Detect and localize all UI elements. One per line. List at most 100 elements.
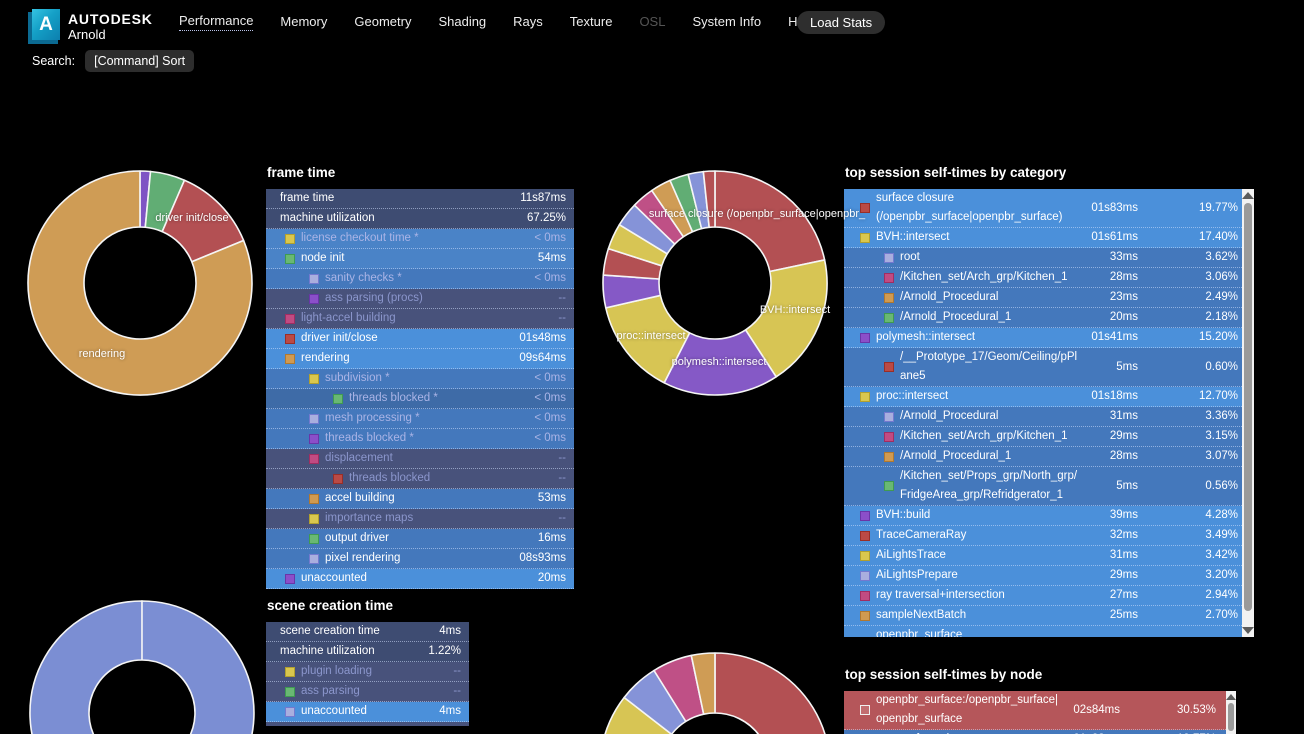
nav-item-rays[interactable]: Rays bbox=[513, 13, 543, 29]
table-row[interactable]: surface closure (/openpbr_surface|openpb… bbox=[844, 189, 1242, 228]
row-name-cell: root bbox=[844, 248, 1078, 267]
color-chip-icon bbox=[884, 411, 894, 422]
table-row[interactable] bbox=[266, 722, 469, 726]
row-label: light-accel building bbox=[301, 312, 396, 324]
category-scrollbar[interactable] bbox=[1242, 189, 1254, 637]
donut-slice[interactable] bbox=[27, 170, 253, 396]
load-stats-button[interactable]: Load Stats bbox=[797, 11, 886, 34]
table-row[interactable]: rendering 09s64ms bbox=[266, 349, 574, 369]
table-row[interactable]: machine utilization 67.25% bbox=[266, 209, 574, 229]
row-value: 53ms bbox=[537, 492, 566, 504]
table-row[interactable]: mesh processing * < 0ms bbox=[266, 409, 574, 429]
table-row[interactable]: threads blocked * < 0ms bbox=[266, 389, 574, 409]
row-time-value: 23ms bbox=[1109, 291, 1138, 303]
row-label: threads blocked bbox=[349, 472, 431, 484]
table-row[interactable]: /Arnold_Procedural_1 20ms 2.18% bbox=[844, 308, 1242, 328]
row-name-cell: mesh processing * bbox=[266, 409, 534, 428]
scrollbar-thumb[interactable] bbox=[1228, 703, 1234, 731]
table-row[interactable]: light-accel building -- bbox=[266, 309, 574, 329]
table-row[interactable]: plugin loading -- bbox=[266, 662, 469, 682]
nav-item-system-info[interactable]: System Info bbox=[692, 13, 762, 29]
table-row[interactable]: importance maps -- bbox=[266, 509, 574, 529]
table-row[interactable]: BVH::build 39ms 4.28% bbox=[844, 506, 1242, 526]
row-value: 1.22% bbox=[428, 645, 461, 657]
table-row[interactable]: /Arnold_Procedural 23ms 2.49% bbox=[844, 288, 1242, 308]
row-time-value: 32ms bbox=[1109, 529, 1138, 541]
row-label: ass parsing (procs) bbox=[325, 292, 423, 304]
table-row[interactable]: ass parsing -- bbox=[266, 682, 469, 702]
color-chip-icon bbox=[309, 293, 319, 304]
table-row[interactable]: /Kitchen_set/Arch_grp/Kitchen_1 28ms 3.06% bbox=[844, 268, 1242, 288]
table-row[interactable]: unaccounted 20ms bbox=[266, 569, 574, 589]
donut-chart-svg bbox=[602, 170, 828, 396]
table-row[interactable]: root 33ms 3.62% bbox=[844, 248, 1242, 268]
row-name-cell: threads blocked * bbox=[266, 429, 534, 448]
table-row[interactable]: ass parsing (procs) -- bbox=[266, 289, 574, 309]
row-label: license checkout time * bbox=[301, 232, 419, 244]
brand-arnold: Arnold bbox=[68, 27, 106, 42]
row-label: importance maps bbox=[325, 512, 414, 524]
row-value: -- bbox=[558, 452, 566, 464]
scroll-up-icon[interactable] bbox=[1226, 694, 1236, 700]
scroll-up-icon[interactable] bbox=[1242, 192, 1254, 199]
nav-item-shading[interactable]: Shading bbox=[438, 13, 487, 29]
scroll-down-icon[interactable] bbox=[1242, 627, 1254, 634]
table-row[interactable]: TraceCameraRay 32ms 3.49% bbox=[844, 526, 1242, 546]
table-row[interactable]: openpbr_surface (/openpbr_surface|openpb… bbox=[844, 626, 1242, 637]
nav-item-performance[interactable]: Performance bbox=[179, 13, 254, 31]
table-row[interactable]: /Arnold_Procedural 31ms 3.36% bbox=[844, 407, 1242, 427]
table-row[interactable]: ray traversal+intersection 27ms 2.94% bbox=[844, 586, 1242, 606]
table-row[interactable]: displacement -- bbox=[266, 449, 574, 469]
table-row[interactable]: scene creation time 4ms bbox=[266, 622, 469, 642]
row-value: < 0ms bbox=[534, 232, 566, 244]
row-label: scene creation time bbox=[280, 625, 380, 637]
row-percent-value: 3.36% bbox=[1205, 410, 1238, 422]
table-row[interactable]: AiLightsPrepare 29ms 3.20% bbox=[844, 566, 1242, 586]
table-row[interactable]: /__Prototype_17/Geom/Ceiling/pPlane5 5ms 0… bbox=[844, 348, 1242, 387]
table-row[interactable]: /Kitchen_set/Arch_grp/Kitchen_1 29ms 3.15% bbox=[844, 427, 1242, 447]
donut-slice[interactable] bbox=[714, 652, 830, 734]
table-row[interactable]: AiLightsTrace 31ms 3.42% bbox=[844, 546, 1242, 566]
color-chip-icon bbox=[884, 252, 894, 263]
table-row[interactable]: polymesh::intersect 01s41ms 15.20% bbox=[844, 328, 1242, 348]
table-row[interactable]: output driver 16ms bbox=[266, 529, 574, 549]
table-row[interactable]: node init 54ms bbox=[266, 249, 574, 269]
donut-slice[interactable] bbox=[29, 600, 255, 734]
nav-item-memory[interactable]: Memory bbox=[280, 13, 328, 29]
table-row[interactable]: threads blocked -- bbox=[266, 469, 574, 489]
row-value: -- bbox=[558, 512, 566, 524]
table-row[interactable]: sampleNextBatch 25ms 2.70% bbox=[844, 606, 1242, 626]
donut-slice[interactable] bbox=[744, 259, 828, 378]
table-row[interactable]: unaccounted 4ms bbox=[266, 702, 469, 722]
color-chip-icon bbox=[860, 530, 870, 541]
nav-item-geometry[interactable]: Geometry bbox=[354, 13, 412, 29]
scrollbar-thumb[interactable] bbox=[1244, 203, 1252, 611]
table-row[interactable]: pixel rendering 08s93ms bbox=[266, 549, 574, 569]
table-row[interactable]: /Kitchen_set/Props_grp/North_grp/FridgeA… bbox=[844, 467, 1242, 506]
table-row[interactable]: subdivision * < 0ms bbox=[266, 369, 574, 389]
table-row[interactable]: driver init/close 01s48ms bbox=[266, 329, 574, 349]
row-label: threads blocked * bbox=[349, 392, 438, 404]
donut-slice[interactable] bbox=[714, 170, 826, 273]
row-label: /Arnold_Procedural_1 bbox=[900, 311, 1012, 323]
table-row[interactable]: license checkout time * < 0ms bbox=[266, 229, 574, 249]
nav-item-texture[interactable]: Texture bbox=[569, 13, 613, 29]
table-row[interactable]: /Arnold_Procedural_1 28ms 3.07% bbox=[844, 447, 1242, 467]
row-name-cell: unaccounted bbox=[266, 702, 439, 721]
search-command-button[interactable]: [Command] Sort bbox=[85, 50, 195, 72]
table-row[interactable]: frame time 11s87ms bbox=[266, 189, 574, 209]
table-row[interactable]: openpbr_surface:/openpbr_surface|openpbr… bbox=[844, 691, 1226, 730]
donut-slice[interactable] bbox=[702, 170, 716, 229]
color-chip-icon bbox=[285, 333, 295, 344]
node-scrollbar[interactable] bbox=[1226, 691, 1236, 734]
table-row[interactable]: accel building 53ms bbox=[266, 489, 574, 509]
table-row[interactable]: BVH::intersect 01s61ms 17.40% bbox=[844, 228, 1242, 248]
color-chip-icon bbox=[285, 313, 295, 324]
table-row[interactable]: machine utilization 1.22% bbox=[266, 642, 469, 662]
table-row[interactable]: proc::intersect 01s18ms 12.70% bbox=[844, 387, 1242, 407]
table-row[interactable]: threads blocked * < 0ms bbox=[266, 429, 574, 449]
donut-slice[interactable] bbox=[690, 652, 716, 715]
row-value: < 0ms bbox=[534, 432, 566, 444]
table-row[interactable]: sanity checks * < 0ms bbox=[266, 269, 574, 289]
